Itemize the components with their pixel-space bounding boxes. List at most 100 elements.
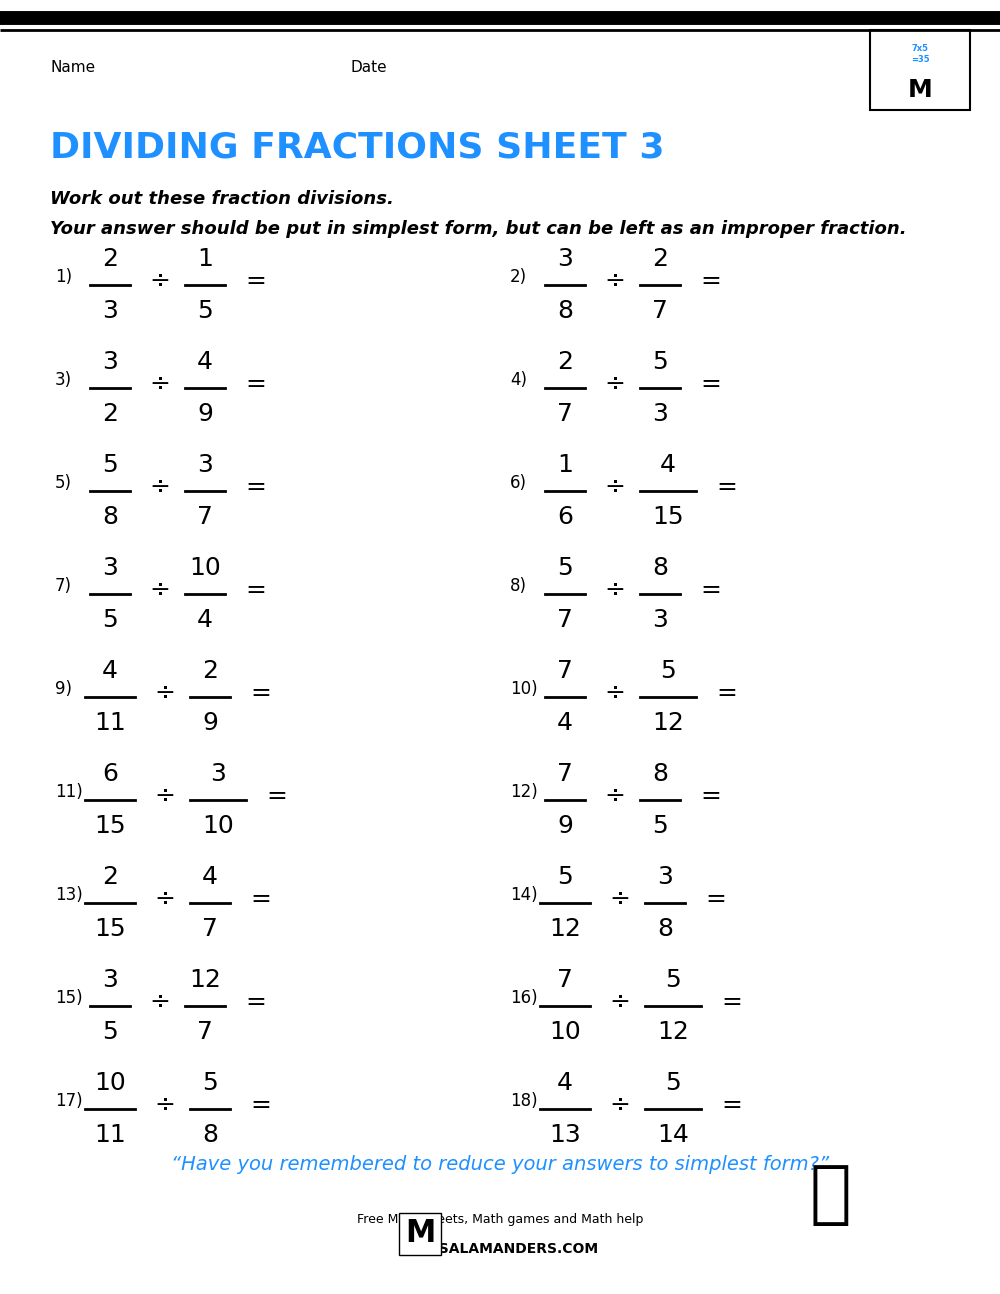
Text: 8: 8 [557,299,573,324]
Text: Name: Name [50,60,95,75]
Text: “Have you remembered to reduce your answers to simplest form?”: “Have you remembered to reduce your answ… [171,1156,829,1175]
Text: Your answer should be put in simplest form, but can be left as an improper fract: Your answer should be put in simplest fo… [50,220,907,238]
Text: 2): 2) [510,268,527,286]
Text: ÷: ÷ [150,990,170,1014]
Text: 11: 11 [94,710,126,735]
Text: 4: 4 [202,864,218,889]
Text: 10: 10 [94,1071,126,1095]
Text: 3: 3 [657,864,673,889]
Text: ÷: ÷ [610,886,630,911]
Text: 4): 4) [510,371,527,389]
Text: 3: 3 [210,762,226,785]
Text: ÷: ÷ [150,269,170,292]
Text: 7: 7 [652,299,668,324]
Text: 7: 7 [197,505,213,529]
Text: 15: 15 [94,814,126,839]
Text: 1): 1) [55,268,72,286]
Text: 12: 12 [549,917,581,941]
Text: 4: 4 [557,1071,573,1095]
Text: 6: 6 [557,505,573,529]
Text: 3): 3) [55,371,72,389]
Text: Μ: Μ [908,78,932,102]
Text: 7: 7 [197,1020,213,1044]
Text: 8: 8 [202,1123,218,1146]
Text: DIVIDING FRACTIONS SHEET 3: DIVIDING FRACTIONS SHEET 3 [50,129,664,164]
Text: 5: 5 [660,659,676,683]
Text: 12: 12 [652,710,684,735]
Text: =: = [721,990,742,1014]
Text: 8: 8 [102,505,118,529]
Text: ÷: ÷ [150,578,170,602]
Text: 3: 3 [102,349,118,374]
Text: 2: 2 [652,247,668,270]
Text: ÷: ÷ [605,578,625,602]
Text: 3: 3 [197,453,213,477]
FancyBboxPatch shape [870,30,970,110]
Text: 12): 12) [510,783,538,801]
Text: 4: 4 [197,608,213,631]
Text: 15: 15 [652,505,684,529]
Text: =: = [700,784,721,807]
Text: Μ: Μ [405,1219,435,1249]
Text: 2: 2 [102,402,118,426]
Text: ÷: ÷ [605,681,625,705]
Text: =: = [245,990,266,1014]
Text: ÷: ÷ [155,886,175,911]
Text: 10): 10) [510,681,538,697]
Text: 4: 4 [197,349,213,374]
Text: 2: 2 [202,659,218,683]
Text: =: = [245,269,266,292]
Text: =: = [250,886,271,911]
Text: 5): 5) [55,474,72,492]
Text: =: = [245,578,266,602]
Text: 5: 5 [557,556,573,580]
Text: 18): 18) [510,1092,538,1110]
Text: =: = [705,886,726,911]
Text: ÷: ÷ [155,1093,175,1117]
Text: 7: 7 [202,917,218,941]
Text: =: = [250,681,271,705]
Text: 2: 2 [557,349,573,374]
Text: ÷: ÷ [605,269,625,292]
Text: 8): 8) [510,577,527,595]
Text: ÷: ÷ [150,475,170,499]
Text: 9: 9 [557,814,573,839]
Text: ÷: ÷ [155,784,175,807]
Text: 🦎: 🦎 [809,1161,851,1228]
Text: ÷: ÷ [610,1093,630,1117]
Text: ÷: ÷ [605,475,625,499]
Text: =: = [721,1093,742,1117]
Text: 9: 9 [197,402,213,426]
Text: 16): 16) [510,989,538,1007]
Text: 14): 14) [510,886,538,905]
Text: ΚTH-SALAMANDERS.COM: ΚTH-SALAMANDERS.COM [401,1242,599,1256]
Text: 8: 8 [657,917,673,941]
Text: 12: 12 [189,968,221,992]
Text: 13: 13 [549,1123,581,1146]
Text: 5: 5 [665,1071,681,1095]
Text: =: = [716,475,737,499]
Text: 4: 4 [660,453,676,477]
Text: 8: 8 [652,556,668,580]
Text: 3: 3 [652,402,668,426]
Text: 5: 5 [665,968,681,992]
Text: 7x5
=35: 7x5 =35 [911,44,929,63]
Text: 6): 6) [510,474,527,492]
Text: 9: 9 [202,710,218,735]
Text: 1: 1 [197,247,213,270]
Text: 2: 2 [102,247,118,270]
Text: 3: 3 [102,968,118,992]
Text: 5: 5 [652,814,668,839]
Text: 7: 7 [557,968,573,992]
Text: =: = [245,475,266,499]
Text: 7: 7 [557,762,573,785]
Text: Work out these fraction divisions.: Work out these fraction divisions. [50,190,394,208]
Text: 1: 1 [557,453,573,477]
Text: 14: 14 [657,1123,689,1146]
Text: 13): 13) [55,886,83,905]
Text: =: = [700,269,721,292]
Text: 17): 17) [55,1092,83,1110]
Text: 5: 5 [102,1020,118,1044]
Text: 15): 15) [55,989,83,1007]
Text: 5: 5 [102,608,118,631]
